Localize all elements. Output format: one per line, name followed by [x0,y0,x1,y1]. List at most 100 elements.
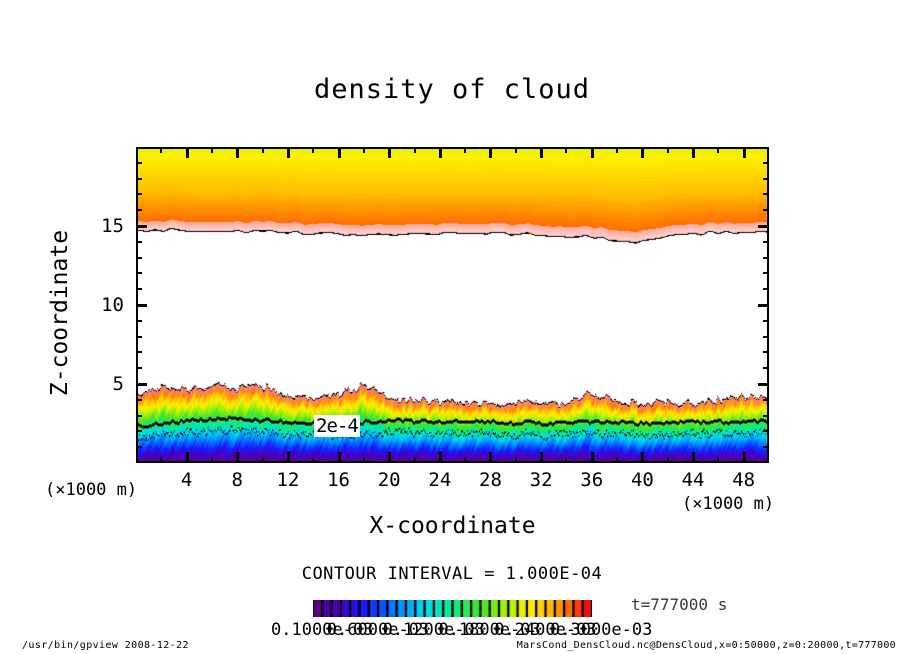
x-tick-mark [742,452,746,463]
x-tick-label: 8 [231,469,243,491]
colorbar-tick-label: 0.3000e-03 [550,620,653,640]
x-tick-mark [717,457,720,463]
x-tick-mark [489,147,493,158]
y-tick-mark [136,177,142,180]
x-tick-mark [337,147,341,158]
y-tick-mark [136,225,147,228]
y-tick-mark [136,304,147,307]
x-axis-label: X-coordinate [369,513,536,539]
colorbar-tick-label: 0.1000e-03 [271,620,374,640]
y-tick-mark [763,367,769,370]
x-tick-mark [413,147,416,153]
x-tick-label: 28 [479,469,502,491]
x-tick-mark [337,452,341,463]
x-tick-mark [210,147,213,153]
x-tick-mark [286,452,290,463]
x-tick-label: 24 [428,469,452,491]
x-tick-mark [717,147,720,153]
x-tick-mark [666,457,669,463]
x-axis-unit-right: (×1000 m) [682,494,775,514]
x-tick-mark [236,147,240,158]
x-tick-label: 16 [327,469,350,491]
y-tick-label: 5 [112,373,124,395]
x-tick-mark [160,457,163,463]
x-tick-mark [590,452,594,463]
x-tick-label: 32 [529,469,553,491]
y-tick-mark [758,304,769,307]
footer-source-left: /usr/bin/gpview 2008-12-22 [22,640,189,651]
x-tick-label: 44 [681,469,705,491]
x-tick-mark [464,147,467,153]
time-label: t=777000 s [631,595,728,614]
x-tick-label: 36 [580,469,604,491]
contour-plot-canvas [138,149,767,461]
x-tick-label: 4 [180,469,193,491]
x-tick-mark [413,457,416,463]
footer-source-right: MarsCond_DensCloud.nc@DensCloud,x=0:5000… [516,640,896,651]
x-tick-label: 20 [377,469,401,491]
x-tick-mark [388,452,392,463]
x-tick-mark [362,457,365,463]
x-tick-mark [438,147,442,158]
y-tick-mark [136,272,142,275]
y-tick-mark [136,319,142,322]
page-title: density of cloud [313,74,591,105]
colorbar-tick-label: 0.6000e-03 [326,620,430,640]
y-tick-mark [758,383,769,386]
contour-interval-text: CONTOUR INTERVAL = 1.000E-04 [301,564,603,584]
x-tick-mark [362,147,365,153]
y-tick-mark [136,256,142,259]
colorbar-tick-label: 0.2400e-03 [494,620,597,640]
y-tick-mark [136,446,142,449]
x-tick-mark [160,147,163,153]
x-tick-mark [616,457,619,463]
x-tick-mark [210,457,213,463]
y-tick-mark [763,161,769,164]
y-tick-mark [763,430,769,433]
y-tick-mark [136,209,142,212]
y-tick-mark [763,177,769,180]
y-tick-mark [136,161,142,164]
y-tick-mark [136,367,142,370]
x-tick-mark [185,147,189,158]
y-tick-mark [763,209,769,212]
x-tick-mark [185,452,189,463]
y-tick-mark [136,398,142,401]
x-tick-mark [261,457,264,463]
x-tick-mark [692,452,696,463]
x-tick-mark [692,147,696,158]
y-tick-mark [136,430,142,433]
x-tick-mark [565,147,568,153]
x-axis-unit-left: (×1000 m) [45,480,138,500]
y-tick-label: 15 [101,215,124,237]
x-tick-mark [616,147,619,153]
y-tick-mark [763,256,769,259]
y-tick-mark [763,319,769,322]
y-tick-mark [763,335,769,338]
y-tick-mark [763,398,769,401]
y-tick-mark [763,193,769,196]
x-tick-mark [388,147,392,158]
y-tick-mark [136,288,142,291]
x-tick-mark [565,457,568,463]
y-tick-mark [136,383,147,386]
y-tick-mark [136,414,142,417]
x-tick-mark [641,452,645,463]
y-tick-mark [763,351,769,354]
plot-area [136,147,769,463]
x-tick-mark [666,147,669,153]
y-tick-mark [763,288,769,291]
y-tick-mark [763,272,769,275]
y-tick-mark [758,225,769,228]
x-tick-mark [286,147,290,158]
colorbar-canvas [313,600,592,617]
colorbar-tick-label: 0.1200e-03 [382,620,485,640]
x-tick-mark [742,147,746,158]
x-tick-mark [438,452,442,463]
x-tick-mark [514,147,517,153]
y-tick-label: 10 [101,294,124,316]
x-tick-mark [590,147,594,158]
x-tick-mark [540,452,544,463]
x-tick-mark [489,452,493,463]
x-tick-label: 48 [732,469,756,491]
